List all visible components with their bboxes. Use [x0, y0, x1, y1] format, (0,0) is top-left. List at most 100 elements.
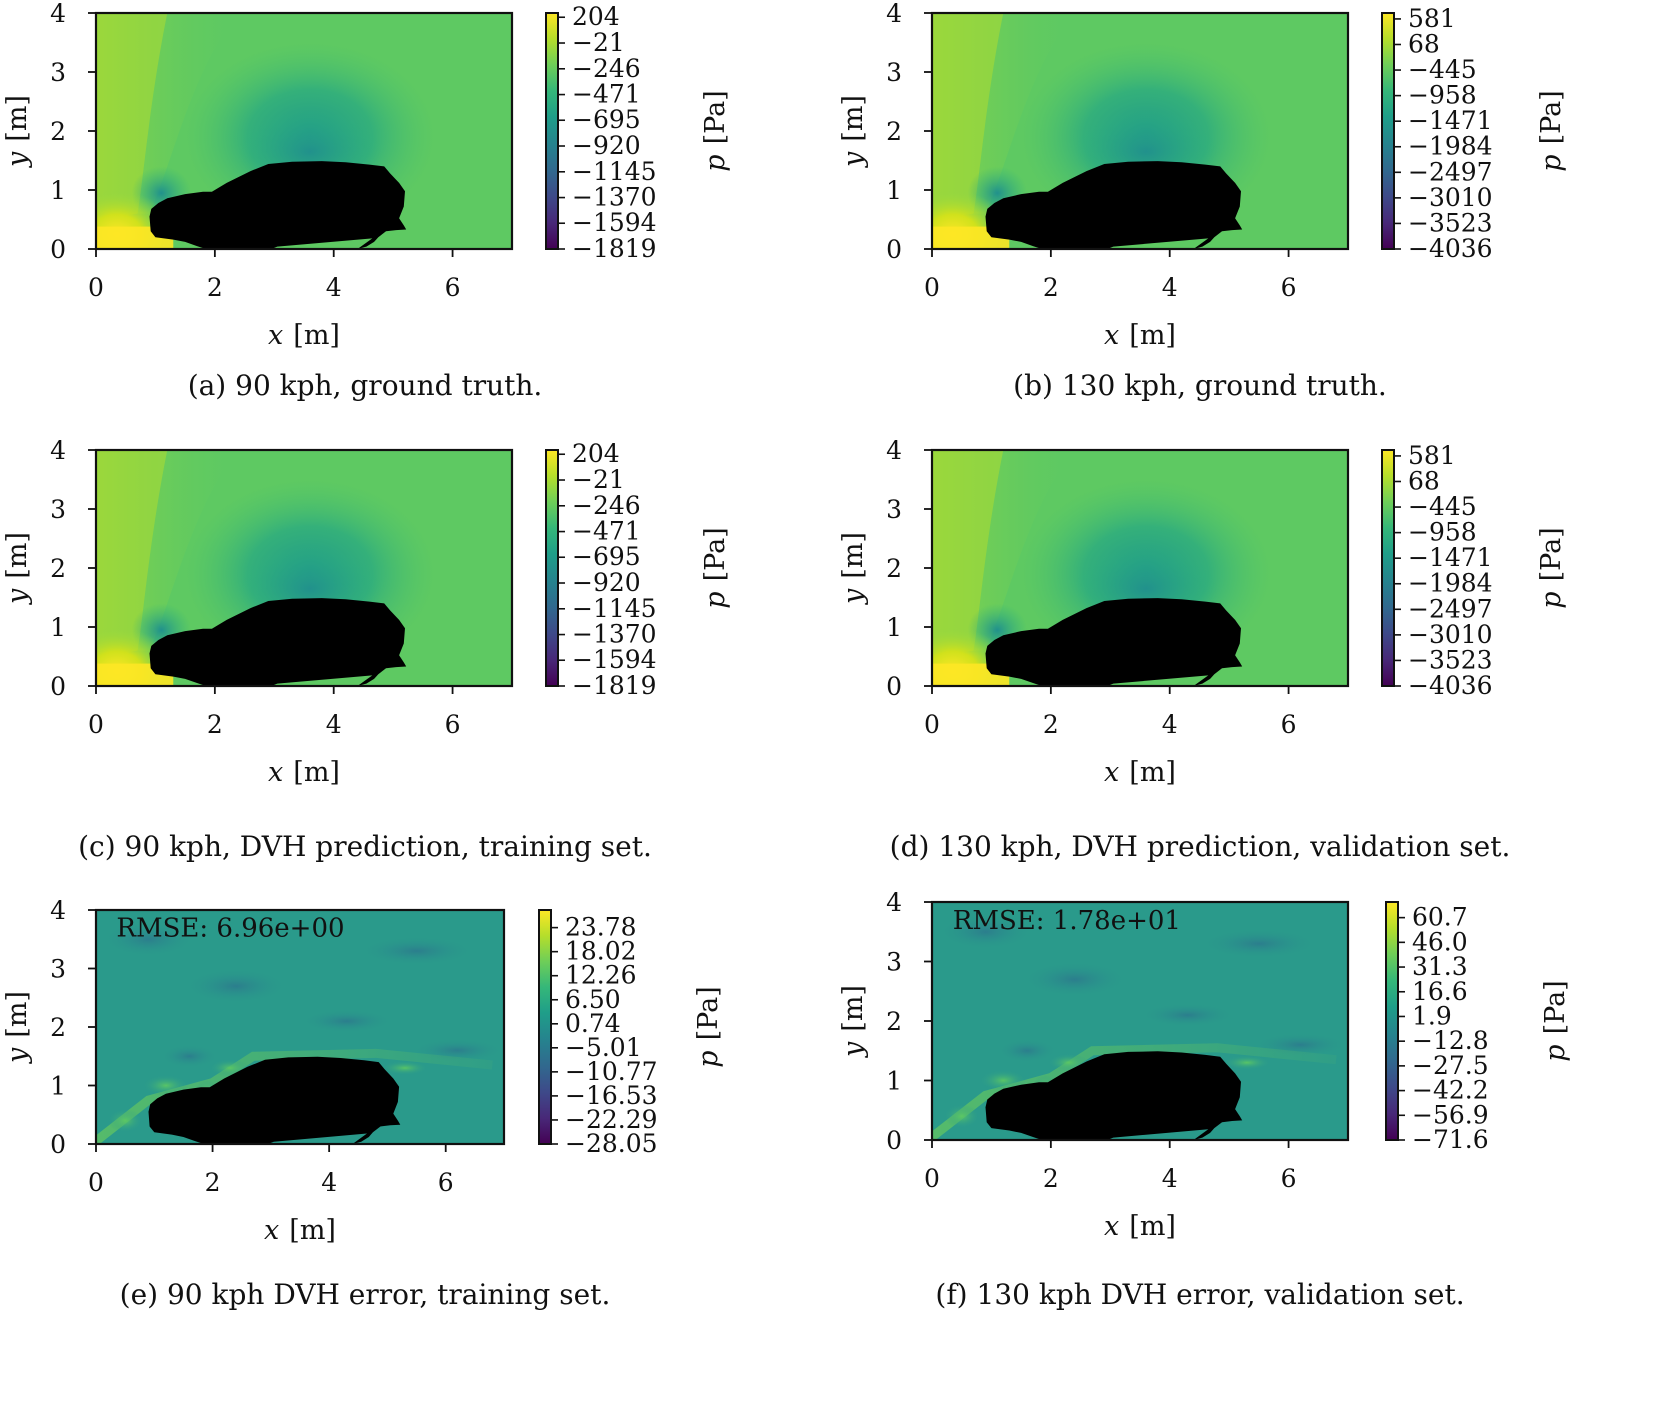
colorbar-tick-label: −1819: [572, 234, 657, 263]
colorbar-tick-label: −27.5: [1412, 1051, 1489, 1080]
colorbar-tick-label: −3010: [1408, 620, 1493, 649]
x-tick-label: 0: [924, 1164, 940, 1193]
x-axis-label: x [m]: [268, 757, 340, 788]
colorbar-tick-label: −3010: [1408, 183, 1493, 212]
y-tick-label: 4: [50, 0, 66, 28]
colorbar-tick-label: 23.78: [565, 913, 637, 942]
colorbar-tick-label: −1594: [572, 645, 657, 674]
y-tick-label: 2: [50, 117, 66, 146]
colorbar-tick-label: 1.9: [1412, 1001, 1452, 1030]
colorbar-tick-label: 0.74: [565, 1009, 621, 1038]
colorbar-tick-label: 581: [1408, 4, 1456, 33]
y-tick-label: 1: [50, 613, 66, 642]
colorbar-tick-label: −445: [1408, 492, 1477, 521]
colorbar-tick-label: −471: [572, 80, 641, 109]
colorbar-label: p[Pa]: [1540, 980, 1571, 1061]
x-tick-label: 6: [1281, 710, 1297, 739]
colorbar-tick-label: −471: [572, 517, 641, 546]
x-axis-label: x [m]: [1104, 757, 1176, 788]
y-tick-label: 0: [50, 235, 66, 264]
y-axis-label: y[m]: [2, 532, 33, 605]
chart-panel-d: 0 2 4 6 0 1 2 3 4 x [m] y[m] 58168−445−958−1471−1984…: [838, 436, 1567, 863]
colorbar-gradient: [1381, 12, 1395, 250]
colorbar-tick-label: −958: [1408, 81, 1477, 110]
panel-caption: (e) 90 kph DVH error, training set.: [120, 1278, 611, 1311]
panel-caption: (b) 130 kph, ground truth.: [1013, 369, 1387, 402]
colorbar-tick-label: −1471: [1408, 106, 1493, 135]
colorbar-gradient: [1385, 901, 1399, 1141]
colorbar-label: p[Pa]: [693, 986, 724, 1067]
y-tick-label: 2: [886, 117, 902, 146]
x-axis-label: x [m]: [1104, 320, 1176, 351]
colorbar-gradient: [1381, 449, 1395, 687]
x-tick-label: 0: [88, 710, 104, 739]
y-axis-label: y[m]: [2, 991, 33, 1064]
vehicle-silhouette: [149, 598, 407, 686]
y-tick-label: 1: [886, 1067, 902, 1096]
x-tick-label: 4: [321, 1168, 337, 1197]
colorbar-tick-label: 204: [572, 2, 620, 31]
x-tick-label: 4: [326, 273, 342, 302]
colorbar-gradient: [545, 449, 559, 687]
pressure-field: [96, 13, 512, 249]
x-tick-label: 4: [326, 710, 342, 739]
colorbar-tick-label: −246: [572, 491, 641, 520]
y-tick-label: 2: [50, 554, 66, 583]
pressure-field: [932, 450, 1348, 686]
colorbar-tick-label: −1819: [572, 671, 657, 700]
x-tick-label: 2: [1043, 710, 1059, 739]
colorbar-tick-label: −22.29: [565, 1105, 658, 1134]
colorbar-tick-label: −1145: [572, 157, 657, 186]
colorbar-tick-label: 18.02: [565, 937, 637, 966]
x-tick-label: 0: [88, 273, 104, 302]
colorbar-tick-label: −695: [572, 542, 641, 571]
y-tick-label: 2: [50, 1013, 66, 1042]
x-tick-label: 2: [205, 1168, 221, 1197]
colorbar-tick-label: −5.01: [565, 1033, 642, 1062]
colorbar-tick-label: −16.53: [565, 1081, 658, 1110]
y-tick-label: 3: [50, 58, 66, 87]
colorbar-tick-label: −4036: [1408, 671, 1493, 700]
error-field: [96, 910, 504, 1144]
y-tick-label: 0: [50, 1130, 66, 1159]
y-tick-label: 3: [886, 948, 902, 977]
colorbar-tick-label: 6.50: [565, 985, 621, 1014]
colorbar-tick-label: −12.8: [1412, 1026, 1489, 1055]
colorbar-tick-label: 68: [1408, 29, 1440, 58]
y-tick-label: 4: [886, 0, 902, 28]
y-tick-label: 4: [50, 436, 66, 465]
y-tick-label: 3: [886, 58, 902, 87]
x-tick-label: 4: [1162, 1164, 1178, 1193]
vehicle-silhouette: [148, 1056, 401, 1144]
panel-caption: (d) 130 kph, DVH prediction, validation …: [890, 830, 1511, 863]
colorbar-tick-label: 68: [1408, 466, 1440, 495]
y-tick-label: 2: [886, 554, 902, 583]
colorbar-tick-label: −21: [572, 28, 625, 57]
colorbar-label: p[Pa]: [700, 527, 731, 608]
colorbar-tick-label: 31.3: [1412, 952, 1468, 981]
x-tick-label: 0: [924, 273, 940, 302]
pressure-field: [932, 13, 1348, 249]
colorbar-tick-label: −3523: [1408, 645, 1493, 674]
colorbar-label: p[Pa]: [700, 90, 731, 171]
panel-caption: (c) 90 kph, DVH prediction, training set…: [78, 830, 652, 863]
x-tick-label: 2: [1043, 273, 1059, 302]
colorbar-tick-label: −1370: [572, 183, 657, 212]
colorbar-gradient: [545, 12, 559, 250]
vehicle-silhouette: [985, 161, 1243, 249]
y-tick-label: 3: [50, 955, 66, 984]
colorbar-tick-label: −71.6: [1412, 1125, 1489, 1154]
y-tick-label: 1: [50, 176, 66, 205]
colorbar-tick-label: 16.6: [1412, 977, 1468, 1006]
colorbar-tick-label: −1594: [572, 208, 657, 237]
y-tick-label: 3: [886, 495, 902, 524]
x-axis-label: x [m]: [1104, 1211, 1176, 1242]
y-tick-label: 1: [886, 176, 902, 205]
y-tick-label: 2: [886, 1007, 902, 1036]
x-tick-label: 4: [1162, 273, 1178, 302]
vehicle-silhouette: [149, 161, 407, 249]
colorbar: 204−21−246−471−695−920−1145−1370−1594−18…: [545, 439, 731, 700]
colorbar-gradient: [538, 909, 552, 1145]
